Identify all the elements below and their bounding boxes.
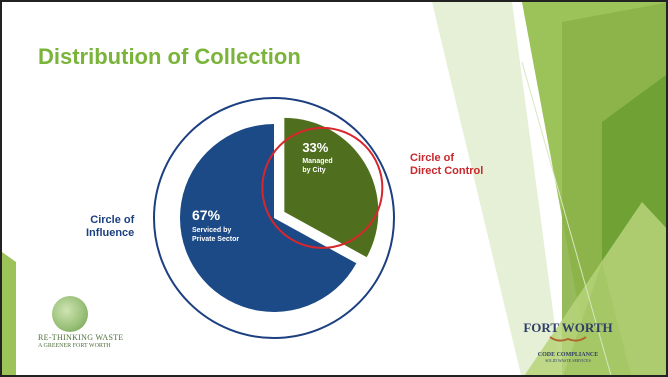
circle-of-influence-label: Circle of Influence xyxy=(86,214,134,240)
logo-left-line1: RE-THINKING WASTE xyxy=(38,333,124,342)
slide-title: Distribution of Collection xyxy=(38,44,301,69)
private-sector-label-line-2: Private Sector xyxy=(192,236,239,243)
pie-slice-private-sector xyxy=(180,124,357,312)
code-compliance-text: CODE COMPLIANCE xyxy=(537,352,599,358)
fort-worth-logo: FORT WORTH CODE COMPLIANCE SOLID WASTE S… xyxy=(518,320,618,364)
private-sector-label-line-1: Serviced by xyxy=(192,227,231,234)
city-pct-label: 33% xyxy=(302,140,328,155)
green-stripe-1 xyxy=(432,2,562,375)
direct-line-2: Direct Control xyxy=(410,165,484,177)
thin-diagonal-line xyxy=(521,61,612,375)
pie-slice-city xyxy=(284,117,379,258)
direct-line-1: Circle of xyxy=(410,152,455,164)
influence-line-1: Circle of xyxy=(90,214,135,226)
solid-waste-text: SOLID WASTE SERVICES xyxy=(545,358,591,363)
longhorn-icon xyxy=(549,336,587,342)
city-label-line-1: Managed xyxy=(302,158,332,165)
influence-line-2: Influence xyxy=(86,227,135,239)
left-accent xyxy=(2,252,16,375)
circle-of-direct-control-ring xyxy=(261,126,384,249)
rethinking-waste-logo: RE-THINKING WASTE A GREENER FORT WORTH xyxy=(38,296,128,356)
globe-icon xyxy=(52,296,88,332)
fort-worth-name: FORT WORTH xyxy=(523,320,613,335)
private-sector-pct-label: 67% xyxy=(192,207,221,223)
city-label-line-2: by City xyxy=(302,167,325,174)
logo-left-line2: A GREENER FORT WORTH xyxy=(38,343,111,349)
circle-of-direct-control-label: Circle of Direct Control xyxy=(410,152,483,178)
green-stripe-6 xyxy=(563,262,631,375)
circle-of-influence-ring xyxy=(153,97,395,339)
